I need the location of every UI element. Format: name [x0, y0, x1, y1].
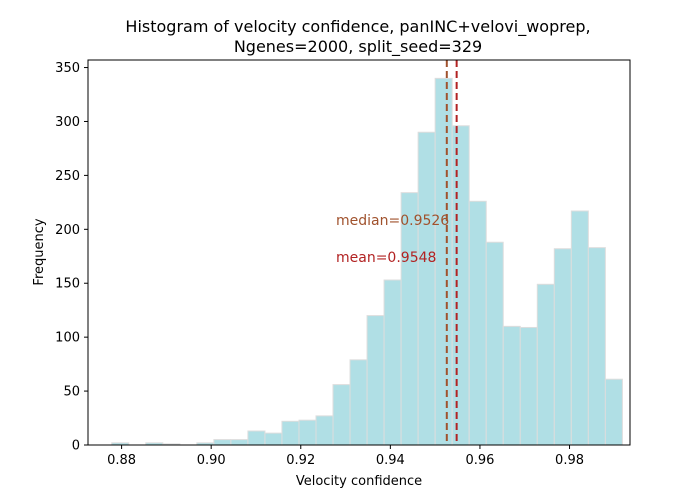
- histogram-bar: [298, 419, 317, 446]
- y-tick-label: 200: [55, 223, 80, 238]
- chart-title-line2: Ngenes=2000, split_seed=329: [234, 37, 482, 57]
- histogram-bar: [315, 415, 334, 446]
- x-tick-label: 0.94: [376, 453, 405, 468]
- histogram-bar: [468, 200, 487, 446]
- histogram-bar: [383, 279, 402, 446]
- x-tick-label: 0.88: [107, 453, 136, 468]
- y-tick-label: 300: [55, 115, 80, 130]
- histogram-bar: [519, 326, 538, 446]
- x-tick-label: 0.90: [197, 453, 226, 468]
- chart-title-line1: Histogram of velocity confidence, panINC…: [125, 17, 590, 37]
- histogram-bar: [485, 241, 504, 446]
- x-tick-label: 0.96: [465, 453, 494, 468]
- y-tick-label: 100: [55, 331, 80, 346]
- histogram-bar: [213, 439, 232, 446]
- y-tick-label: 0: [72, 439, 80, 454]
- mean-annotation: mean=0.9548: [336, 250, 436, 266]
- histogram-bar: [434, 77, 453, 446]
- median-annotation: median=0.9526: [336, 213, 449, 229]
- histogram-bar: [349, 359, 368, 446]
- histogram-bar: [553, 248, 572, 446]
- histogram-bar: [604, 378, 623, 446]
- histogram-bar: [230, 439, 249, 446]
- y-axis-label: Frequency: [32, 218, 47, 285]
- y-tick-label: 150: [55, 277, 80, 292]
- reference-lines-group: [445, 60, 458, 445]
- histogram-bar: [281, 420, 300, 446]
- histogram-bar: [417, 131, 436, 446]
- x-tick-label: 0.98: [555, 453, 584, 468]
- histogram-bar: [570, 210, 589, 446]
- y-tick-label: 350: [55, 61, 80, 76]
- axes-frame: [87, 59, 631, 446]
- histogram-bar: [247, 430, 266, 446]
- y-tick-label: 50: [63, 385, 80, 400]
- histogram-bar: [264, 432, 283, 446]
- y-tick-label: 250: [55, 169, 80, 184]
- x-tick-label: 0.92: [286, 453, 315, 468]
- y-ticks-group: 0 50 100 150 200 250 300 350: [55, 61, 88, 454]
- histogram-bar: [332, 384, 351, 446]
- histogram-bar: [587, 247, 606, 446]
- histogram-bar: [502, 325, 521, 446]
- histogram-bar: [451, 125, 470, 446]
- x-axis-label: Velocity confidence: [296, 474, 422, 489]
- histogram-bar: [400, 192, 419, 446]
- histogram-bar: [536, 283, 555, 446]
- histogram-bar: [366, 315, 385, 446]
- x-ticks-group: 0.88 0.90 0.92 0.94 0.96 0.98: [107, 445, 584, 468]
